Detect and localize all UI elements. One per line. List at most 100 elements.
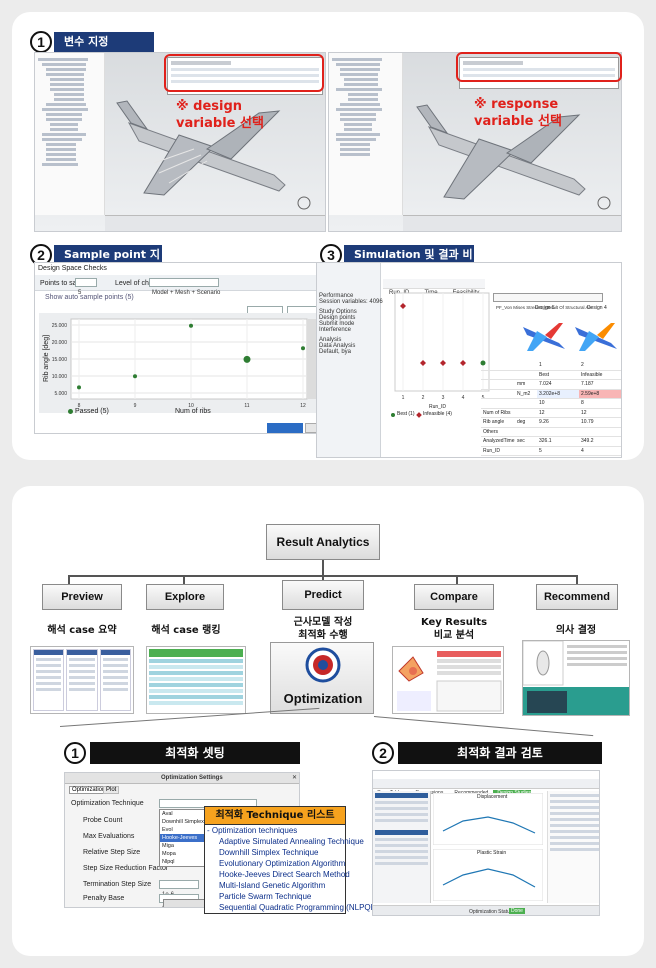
infeasible-point — [420, 360, 426, 366]
start-optimization-button[interactable]: Start Optimization — [163, 899, 209, 907]
recommend-thumbnail[interactable] — [522, 640, 630, 716]
technique-item[interactable]: Hooke-Jeeves Direct Search Method — [219, 870, 350, 879]
level-select[interactable]: Model + Mesh + Scenario — [149, 278, 220, 296]
result-table-row[interactable]: Run_ID 5 4 — [481, 447, 621, 456]
x-tick-label: 8 — [78, 403, 81, 409]
technique-option[interactable]: Downhill Simplex — [162, 819, 204, 825]
technique-option[interactable]: Hooke-Jeeves — [160, 834, 208, 842]
result-table-row[interactable]: mm 7.024 7.187 — [481, 380, 621, 390]
result-table-row[interactable]: Best Infeasible — [481, 371, 621, 380]
result-table-row[interactable]: Rib angle deg 9.26 10.79 — [481, 418, 621, 428]
tab-plot[interactable]: Plot — [103, 786, 120, 794]
technique-item[interactable]: Evolutionary Optimization Algorithm — [219, 859, 346, 868]
design5-label: Design 5 — [535, 305, 555, 311]
result-table-cell: 326.1 — [539, 438, 552, 444]
result-table-cell: 7.024 — [539, 381, 552, 387]
preview-node[interactable]: Preview — [42, 584, 122, 610]
results-left-panel[interactable] — [373, 791, 431, 903]
sim-header: Run_ID Time Feasibility — [383, 279, 485, 296]
recommend-node[interactable]: Recommend — [536, 584, 618, 610]
result-table-cell: 12 — [581, 409, 587, 416]
result-table-cell — [537, 428, 579, 437]
sample-point — [133, 374, 137, 379]
sim-side-panel[interactable]: Performance Session variables: 4096 Stud… — [317, 263, 383, 457]
aircraft-model-image-2 — [416, 104, 611, 210]
model-tree[interactable] — [35, 53, 105, 215]
sample-point — [301, 346, 305, 351]
technique-item[interactable]: Adaptive Simulated Annealing Technique — [219, 837, 364, 846]
best-point — [480, 360, 486, 366]
technique-option[interactable]: Miga — [162, 843, 174, 849]
design-variable-dialog[interactable] — [167, 57, 323, 95]
technique-option[interactable]: Aval — [162, 811, 173, 817]
termination-input[interactable]: 1e-6 — [159, 880, 199, 898]
result-table-cell: 9.26 — [539, 419, 549, 425]
optimization-results-window: Case Tables Regressions Recommended Desi… — [372, 770, 600, 916]
legend-passed: Passed (5) — [75, 408, 109, 415]
technique-dropdown-list[interactable]: Aval Downhill Simplex Evol Hooke-Jeeves Miga… — [159, 809, 209, 867]
technique-item[interactable]: Particle Swarm Technique — [219, 892, 312, 901]
opt-step2-number: 2 — [372, 742, 394, 764]
optimization-status-button[interactable]: Optimization Status — [469, 909, 513, 915]
design5-plane-contour — [523, 323, 565, 351]
explore-thumbnail[interactable] — [146, 646, 246, 714]
results-status-bar: Optimization Status Done — [373, 905, 599, 915]
technique-option[interactable]: Mopa — [162, 851, 176, 857]
infeasible-point — [460, 360, 466, 366]
y-axis-label: Rib angle [deg] — [43, 334, 51, 383]
preview-thumbnail[interactable] — [30, 646, 134, 714]
predict-node[interactable]: Predict — [282, 580, 364, 610]
result-table-row[interactable]: AnalyzedTime sec 326.1 349.2 — [481, 437, 621, 447]
row-termination: Termination Step Size — [83, 881, 152, 888]
result-table-cell: 3.202e+8 — [537, 389, 579, 398]
result-table-cell: 10.79 — [581, 419, 594, 425]
plastic-strain-chart-title: Plastic Strain — [477, 850, 507, 856]
points-input[interactable]: 5 — [75, 278, 97, 296]
legend-best-dot — [391, 413, 395, 417]
preview-desc: 해석 case 요약 — [47, 625, 117, 636]
response-variable-note: ※ response variable 선택 — [474, 97, 562, 129]
toolbar-bottom[interactable] — [105, 215, 325, 231]
toolbar-bottom-2[interactable] — [403, 215, 621, 231]
design4-label: Design 4 — [587, 305, 607, 311]
result-table-row[interactable]: N_m2 3.202e+8 2.59e+8 — [481, 389, 621, 399]
technique-item[interactable]: Downhill Simplex Technique — [219, 848, 319, 857]
run-x-tick: 2 — [422, 395, 425, 401]
run-x-tick: 1 — [402, 395, 405, 401]
sample-point — [243, 355, 251, 363]
auto-sample-toggle[interactable]: Show auto sample points (5) — [45, 294, 134, 301]
compare-node[interactable]: Compare — [414, 584, 494, 610]
result-analytics-node[interactable]: Result Analytics — [266, 524, 380, 560]
step3-number: 3 — [320, 244, 342, 266]
check-all-points-button[interactable]: Check All Points — [267, 423, 303, 433]
result-table-row[interactable]: Others — [481, 428, 621, 437]
row-relative-step: Relative Step Size — [83, 849, 141, 856]
technique-item[interactable]: Multi-Island Genetic Algorithm — [219, 881, 326, 890]
settings-close-icon[interactable]: ✕ — [291, 775, 297, 781]
displacement-chart-title: Displacement — [477, 794, 508, 800]
result-table-row[interactable]: Num of Ribs 12 12 — [481, 409, 621, 418]
explore-node[interactable]: Explore — [146, 584, 224, 610]
legend-infeasible-dot — [416, 412, 422, 418]
result-table-row[interactable]: 10 8 — [481, 399, 621, 409]
y-tick-label: 20.000 — [52, 340, 68, 346]
result-table-cell: 5 — [539, 447, 542, 454]
result-table-cell: mm — [517, 381, 526, 387]
aircraft-model-image — [116, 100, 311, 210]
model-tree-response[interactable] — [329, 53, 403, 215]
result-table-cell: Run_ID — [483, 447, 500, 454]
result-table-cell: Infeasible — [581, 371, 603, 378]
compare-thumbnail[interactable] — [392, 646, 504, 714]
sample-dialog-title: Design Space Checks — [38, 265, 107, 272]
step1-number: 1 — [30, 31, 52, 53]
compare-desc: Key Results 비교 분석 — [420, 617, 488, 641]
technique-option[interactable]: Nlpql — [162, 859, 175, 865]
technique-option[interactable]: Evol — [162, 827, 173, 833]
points-label: Points to sample: — [40, 280, 94, 287]
result-table-cell: N_m2 — [517, 390, 531, 397]
optimization-panel[interactable]: Optimization — [270, 642, 374, 714]
technique-item[interactable]: Sequential Quadratic Programming (NLPQL) — [219, 903, 378, 912]
run-scatter-plot: 1 2 3 4 5 — [394, 292, 490, 401]
response-variable-dialog[interactable] — [459, 57, 619, 89]
